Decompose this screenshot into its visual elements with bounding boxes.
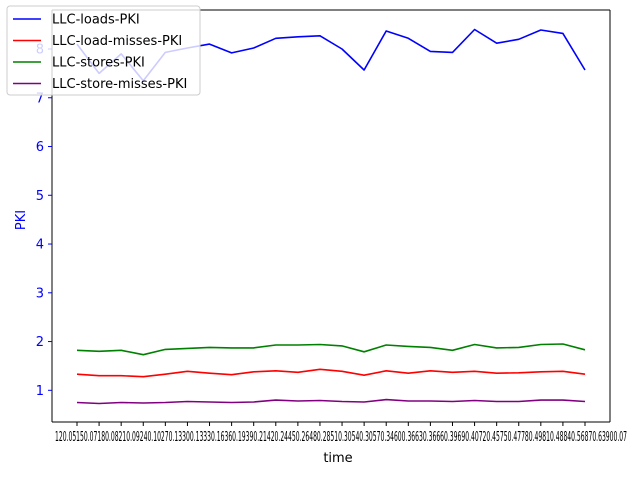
x-axis-label: time xyxy=(323,451,352,466)
legend-entry-label: LLC-store-misses-PKI xyxy=(52,77,187,92)
x-axis-ticks: 120.05150.07180.08210.09240.10270.13300.… xyxy=(55,422,627,445)
y-tick-label: 5 xyxy=(36,189,44,204)
y-tick-label: 7 xyxy=(36,91,44,106)
legend-entry-label: LLC-loads-PKI xyxy=(52,13,140,28)
legend: LLC-loads-PKI LLC-load-misses-PKI LLC-stor… xyxy=(6,5,201,96)
series-line-llc-stores-pki xyxy=(76,343,586,356)
legend-entry-label: LLC-stores-PKI xyxy=(52,56,145,71)
y-tick-label: 2 xyxy=(36,335,44,350)
legend-box xyxy=(6,5,201,96)
x-tick-labels: 120.05150.07180.08210.09240.10270.13300.… xyxy=(55,430,627,445)
legend-entry-label: LLC-load-misses-PKI xyxy=(52,34,182,49)
series-line-llc-store-misses-pki xyxy=(76,398,586,405)
series-line-llc-load-misses-pki xyxy=(76,368,586,378)
y-axis-label: PKI xyxy=(14,210,29,230)
y-tick-label: 4 xyxy=(36,238,44,253)
y-tick-label: 1 xyxy=(36,384,44,399)
y-tick-label: 6 xyxy=(36,140,44,155)
y-tick-label: 3 xyxy=(36,286,44,301)
y-axis-ticks: 12345678 xyxy=(36,43,52,399)
